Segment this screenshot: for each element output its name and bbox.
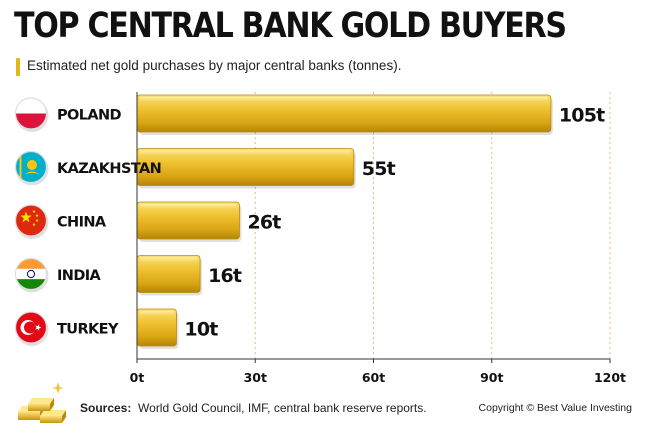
flag-ornament [19,155,22,179]
flag-green [15,279,47,290]
chart-subtitle: Estimated net gold purchases by major ce… [27,58,402,73]
category-label-india: INDIA [57,268,102,284]
flag-red [15,205,47,236]
flag-border [14,97,48,130]
flag-crescent-inner [24,321,36,334]
flag-sun [27,160,37,170]
chart-title: TOP CENTRAL BANK GOLD BUYERS [14,6,567,46]
flag-border [14,257,48,291]
x-tick-label: 0t [130,370,145,385]
value-label-turkey: 10t [184,319,218,341]
kazakhstan-flag-icon [15,151,47,183]
india-flag-icon [15,258,47,290]
flag-border [14,311,48,344]
category-label-turkey: TURKEY [57,322,119,338]
bar-highlight [140,311,174,316]
flag-big-star [20,211,32,223]
flag-small-star [35,213,39,217]
x-tick-label: 60t [362,370,385,385]
bar-highlight [140,257,198,263]
value-label-poland: 105t [559,105,605,127]
x-tick-label: 120t [594,370,626,385]
x-tick-label: 90t [480,370,503,385]
flag-white [15,268,47,280]
flag-small-star [35,218,39,222]
bar-highlight [140,97,548,102]
flag-small-star [32,222,36,226]
value-label-kazakhstan: 55t [362,158,396,180]
flag-white [15,98,47,114]
flag-chakra [26,269,36,279]
x-tick-label: 30t [244,370,267,385]
flag-eagle [25,171,39,174]
flag-small-star [32,209,36,213]
flag-border [14,150,48,184]
flag-star [35,324,42,331]
category-label-kazakhstan: KAZAKHSTAN [57,161,161,177]
china-flag-icon [15,205,47,236]
flag-saffron [15,258,47,269]
sources-note: Sources: World Gold Council, IMF, centra… [80,401,427,415]
bar-highlight [140,204,237,209]
sources-text: World Gold Council, IMF, central bank re… [138,401,427,415]
bar-highlight [140,150,351,156]
flag-border [14,204,48,237]
sources-label: Sources: [80,401,132,415]
subtitle-accent [16,58,20,76]
turkey-flag-icon [15,312,47,343]
poland-flag-icon [15,98,47,129]
category-label-china: CHINA [57,215,107,231]
value-label-india: 16t [208,265,242,287]
gold-bars-icon [18,382,66,423]
category-label-poland: POLAND [57,108,122,124]
copyright-note: Copyright © Best Value Investing [478,402,632,414]
value-label-china: 26t [247,212,281,234]
flag-red [15,113,47,129]
